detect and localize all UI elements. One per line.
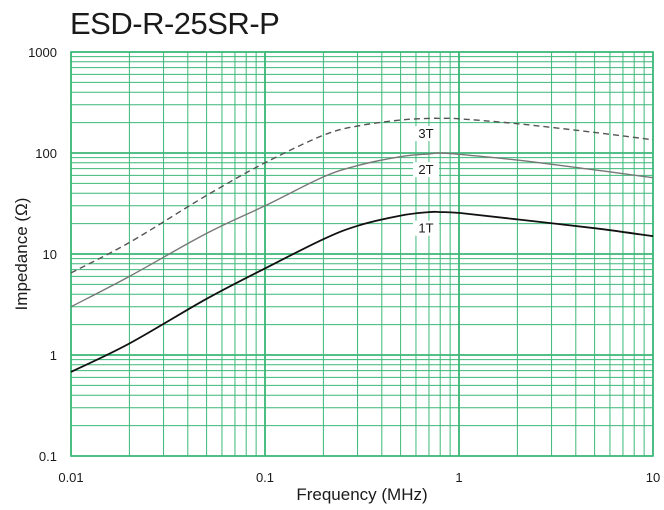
curve-2t <box>70 152 654 308</box>
label-bg-3t <box>412 126 439 142</box>
curve-3t <box>70 117 654 274</box>
x-tick-label: 1 <box>455 470 462 485</box>
y-tick-label: 0.1 <box>39 449 57 464</box>
y-tick-label: 10 <box>43 247 57 262</box>
grid-lines <box>70 51 654 457</box>
series-label-1t: 1T <box>418 221 433 236</box>
series-labels: 3T 2T 1T <box>412 126 439 236</box>
x-tick-label: 0.01 <box>58 470 83 485</box>
y-tick-label: 1 <box>50 348 57 363</box>
x-axis-label: Frequency (MHz) <box>296 485 427 504</box>
label-bg-1t <box>412 220 439 236</box>
x-tick-label: 10 <box>646 470 660 485</box>
series-label-3t: 3T <box>418 126 433 141</box>
x-tick-label: 0.1 <box>256 470 274 485</box>
x-tick-labels: 0.01 0.1 1 10 <box>58 470 660 485</box>
y-tick-label: 1000 <box>28 45 57 60</box>
y-tick-labels: 0.1 1 10 100 1000 <box>28 45 57 464</box>
y-tick-label: 100 <box>35 146 57 161</box>
label-bg-2t <box>412 162 439 178</box>
curve-1t <box>70 210 654 373</box>
impedance-curves <box>70 117 654 373</box>
y-axis-label: Impedance (Ω) <box>12 198 31 311</box>
series-label-2t: 2T <box>418 162 433 177</box>
plot-border <box>70 51 654 457</box>
chart-title: ESD-R-25SR-P <box>70 6 280 41</box>
